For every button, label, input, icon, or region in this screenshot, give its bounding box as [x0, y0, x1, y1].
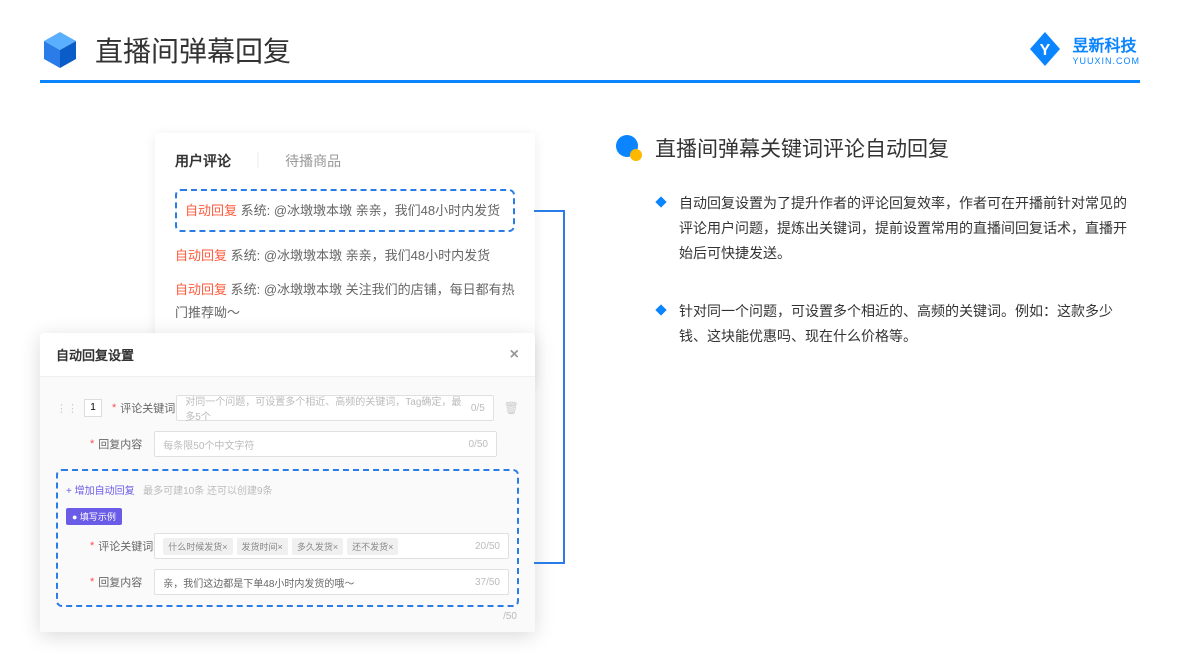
keyword-tag[interactable]: 什么时候发货×	[163, 538, 232, 555]
comment-text: 系统: @冰墩墩本墩 亲亲，我们48小时内发货	[231, 248, 491, 263]
svg-text:Y: Y	[1040, 42, 1051, 59]
required-star: *	[90, 576, 94, 588]
auto-reply-badge: 自动回复	[185, 203, 237, 218]
required-star: *	[112, 402, 116, 414]
outer-counter: /50	[56, 607, 519, 622]
diamond-icon	[655, 304, 666, 315]
example-tags: 什么时候发货× 发货时间×多久发货×还不发货×	[163, 538, 402, 555]
example-section: + 增加自动回复 最多可建10条 还可以创建9条 ● 填写示例 * 评论关键词 …	[56, 469, 519, 607]
example-content-label: 回复内容	[98, 574, 154, 590]
tab-comments[interactable]: 用户评论	[175, 151, 231, 171]
keyword-tag[interactable]: 还不发货×	[347, 538, 398, 555]
keyword-label: 评论关键词	[120, 400, 176, 416]
add-hint: 最多可建10条 还可以创建9条	[143, 486, 272, 497]
example-badge: ● 填写示例	[66, 508, 122, 525]
auto-reply-badge: 自动回复	[175, 282, 227, 297]
bullet-item: 自动回复设置为了提升作者的评论回复效率，作者可在开播前针对常见的评论用户问题，提…	[615, 191, 1140, 267]
tab-products[interactable]: 待播商品	[285, 151, 341, 171]
section-title: 直播间弹幕关键词评论自动回复	[655, 133, 949, 163]
highlighted-comment: 自动回复 系统: @冰墩墩本墩 亲亲，我们48小时内发货	[175, 189, 515, 232]
bullet-item: 针对同一个问题，可设置多个相近的、高频的关键词。例如：这款多少钱、这块能优惠吗、…	[615, 299, 1140, 349]
keyword-tag[interactable]: 发货时间×	[237, 538, 288, 555]
keyword-input[interactable]: 对同一个问题，可设置多个相近、高频的关键词，Tag确定，最多5个 0/5	[176, 395, 493, 421]
auto-reply-badge: 自动回复	[175, 248, 227, 263]
logo-icon: Y	[1026, 30, 1064, 68]
close-icon[interactable]: ×	[510, 346, 519, 364]
content-counter: 0/50	[469, 439, 488, 450]
trash-icon[interactable]: 🗑	[504, 401, 519, 415]
example-keyword-label: 评论关键词	[98, 538, 154, 554]
input-placeholder: 每条限50个中文字符	[163, 437, 254, 452]
comment-text: 系统: @冰墩墩本墩 亲亲，我们48小时内发货	[241, 203, 501, 218]
bullet-text: 自动回复设置为了提升作者的评论回复效率，作者可在开播前针对常见的评论用户问题，提…	[679, 191, 1140, 267]
example-content-value: 亲，我们这边都是下单48小时内发货的哦～	[163, 575, 354, 590]
content-label: 回复内容	[98, 436, 154, 452]
example-content-counter: 37/50	[475, 577, 500, 588]
page-title: 直播间弹幕回复	[95, 30, 291, 70]
tab-separator: |	[256, 151, 260, 171]
example-keyword-counter: 20/50	[475, 541, 500, 552]
comment-item: 自动回复 系统: @冰墩墩本墩 亲亲，我们48小时内发货	[175, 244, 515, 267]
bullet-text: 针对同一个问题，可设置多个相近的、高频的关键词。例如：这款多少钱、这块能优惠吗、…	[679, 299, 1140, 349]
comment-item: 自动回复 系统: @冰墩墩本墩 关注我们的店铺，每日都有热门推荐呦～	[175, 278, 515, 325]
add-reply-link[interactable]: + 增加自动回复	[66, 486, 135, 497]
brand-logo: Y 昱新科技 YUUXIN.COM	[1026, 30, 1140, 68]
logo-en: YUUXIN.COM	[1072, 56, 1140, 66]
input-placeholder: 对同一个问题，可设置多个相近、高频的关键词，Tag确定，最多5个	[185, 393, 471, 423]
keyword-counter: 0/5	[471, 403, 485, 414]
section-icon	[615, 134, 643, 162]
keyword-tag[interactable]: 多久发货×	[292, 538, 343, 555]
cube-icon	[40, 30, 80, 70]
drag-icon[interactable]: ⋮⋮	[56, 402, 78, 415]
settings-panel: 自动回复设置 × ⋮⋮ 1 * 评论关键词 对同一个问题，可设置多个相近、高频的…	[40, 333, 535, 632]
required-star: *	[90, 438, 94, 450]
content-input[interactable]: 每条限50个中文字符 0/50	[154, 431, 497, 457]
logo-cn: 昱新科技	[1072, 32, 1140, 56]
required-star: *	[90, 540, 94, 552]
example-content-input[interactable]: 亲，我们这边都是下单48小时内发货的哦～ 37/50	[154, 569, 509, 595]
sequence-number: 1	[84, 399, 102, 417]
example-keyword-input[interactable]: 什么时候发货× 发货时间×多久发货×还不发货× 20/50	[154, 533, 509, 559]
diamond-icon	[655, 196, 666, 207]
settings-title: 自动回复设置	[56, 345, 134, 364]
